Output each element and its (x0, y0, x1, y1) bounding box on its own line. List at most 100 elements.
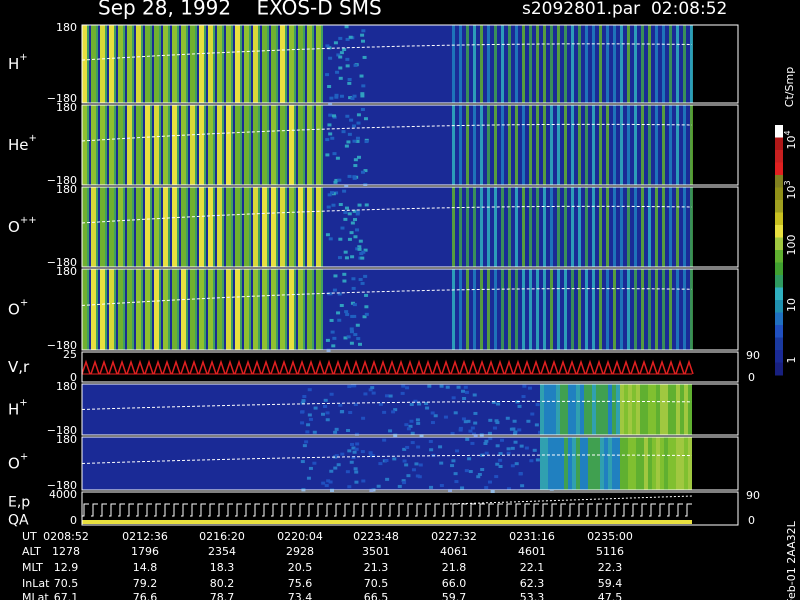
stripe (501, 25, 504, 103)
table-cell: 66.0 (442, 577, 467, 590)
cell (304, 440, 309, 444)
stripe (118, 187, 123, 267)
cell (300, 460, 305, 464)
stripe (655, 105, 658, 185)
stripe (466, 105, 469, 185)
stripe (199, 25, 204, 103)
cell (336, 53, 341, 57)
stripe (648, 105, 651, 185)
stripe (634, 105, 637, 185)
cell (529, 459, 534, 463)
stripe (289, 269, 294, 350)
cell (347, 174, 352, 178)
cell (519, 444, 524, 448)
stripe (303, 187, 305, 267)
cell (325, 418, 330, 422)
cell (466, 419, 471, 423)
cell (345, 37, 350, 41)
cell (361, 39, 366, 43)
cell (488, 418, 493, 422)
stripe (195, 25, 197, 103)
stripe (522, 269, 525, 350)
stripe (105, 269, 107, 350)
cell (498, 452, 503, 456)
stripe (127, 25, 132, 103)
stripe (572, 384, 576, 435)
stripe (271, 105, 276, 185)
cell (376, 484, 381, 488)
cell (505, 416, 510, 420)
y-tick-label: −180 (47, 92, 77, 105)
stripe (127, 105, 132, 185)
cell (363, 117, 368, 121)
cell (328, 480, 333, 484)
stripe (213, 269, 215, 350)
stripe (620, 269, 623, 350)
stripe (262, 25, 267, 103)
stripe (640, 384, 644, 435)
stripe (529, 187, 532, 267)
table-cell: 53.3 (520, 591, 545, 600)
stripe (466, 269, 469, 350)
cell (465, 437, 470, 441)
stripe (557, 25, 560, 103)
cell (346, 335, 351, 339)
colorbar-label: 104 (783, 130, 799, 149)
stripe (641, 25, 644, 103)
cell (534, 423, 539, 427)
cell (371, 391, 376, 395)
stripe (213, 105, 215, 185)
stripe (267, 269, 269, 350)
cell (354, 470, 359, 474)
stripe (596, 437, 600, 490)
cell (491, 400, 496, 404)
cell (342, 189, 347, 193)
cell (331, 344, 336, 348)
stripe (186, 25, 188, 103)
cell (450, 431, 455, 435)
cell (464, 469, 469, 473)
stripe (627, 105, 630, 185)
panel-label: H+ (8, 398, 28, 419)
cell (347, 237, 352, 241)
colorbar-cell (775, 162, 783, 176)
table-cell: 20.5 (288, 561, 313, 574)
stripe (100, 187, 105, 267)
cell (368, 451, 373, 455)
cell (339, 51, 344, 55)
panel: He+180−180 (8, 101, 739, 188)
cell (344, 310, 349, 314)
cell (417, 402, 422, 406)
panel-label: O+ (8, 298, 28, 319)
cell (453, 472, 458, 476)
stripe (600, 437, 604, 490)
table-cell: 22.1 (520, 561, 545, 574)
stripe (627, 25, 630, 103)
stripe (473, 187, 476, 267)
stripe (669, 187, 672, 267)
stripe (91, 25, 96, 103)
cell (328, 292, 333, 296)
stripe (186, 269, 188, 350)
cell (359, 252, 364, 256)
cell (364, 140, 369, 144)
stripe (578, 187, 581, 267)
stripe (132, 269, 134, 350)
stripe (580, 437, 584, 490)
stripe (669, 25, 672, 103)
cell (352, 450, 357, 454)
stripe (585, 187, 588, 267)
stripe (289, 25, 294, 103)
cell (345, 114, 350, 118)
stripe (141, 105, 143, 185)
table-cell: 75.6 (288, 577, 313, 590)
cell (344, 256, 349, 260)
cell (415, 474, 420, 478)
cell (506, 487, 511, 491)
cell (494, 419, 499, 423)
cell (344, 144, 349, 148)
stripe (688, 384, 692, 435)
stripe (501, 105, 504, 185)
stripe (316, 187, 321, 267)
